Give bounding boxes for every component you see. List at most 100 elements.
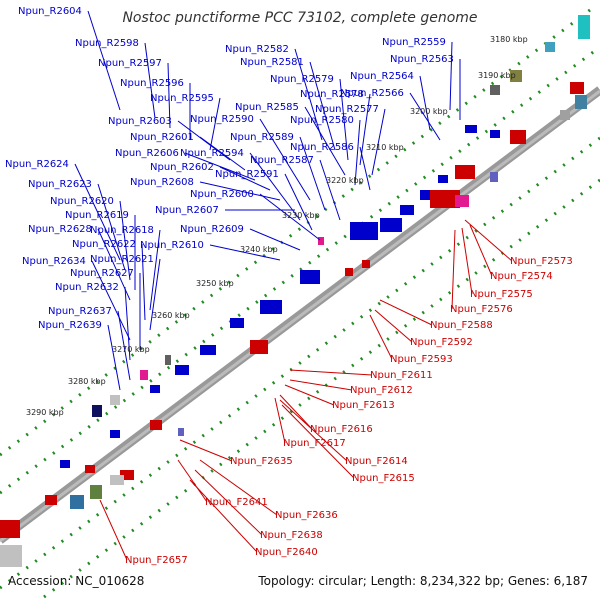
gene-label-forward: Npun_F2613 <box>332 400 395 411</box>
scale-labels: 3180 kbp 3190 kbp 3200 kbp 3210 kbp 3220 kbp… <box>26 35 528 417</box>
gene-labels: Npun_R2604 Npun_R2598 Npun_R2597 Npun_R2596… <box>5 6 573 566</box>
label-leader <box>284 384 335 406</box>
gene-feature <box>120 470 134 480</box>
gene-label-forward: Npun_F2635 <box>230 456 293 467</box>
gene-label-forward: Npun_F2593 <box>390 354 453 365</box>
gene-label-reverse: Npun_R2601 <box>130 132 194 143</box>
gene-label-reverse: Npun_R2581 <box>240 57 304 68</box>
label-leader <box>339 78 349 161</box>
gene-label-reverse: Npun_R2598 <box>75 38 139 49</box>
gene-feature <box>570 82 584 94</box>
gene-label-forward: Npun_F2640 <box>255 547 318 558</box>
label-leader <box>379 299 433 326</box>
gene-feature <box>250 340 268 354</box>
gene-feature <box>578 15 590 39</box>
gene-feature <box>92 405 102 417</box>
gene-label-reverse: Npun_R2620 <box>50 196 114 207</box>
label-leader <box>371 108 386 176</box>
gene-label-reverse: Npun_R2628 <box>28 224 92 235</box>
label-leader <box>279 394 313 430</box>
label-leader <box>209 97 221 151</box>
label-leader <box>124 286 131 361</box>
gene-label-reverse: Npun_R2624 <box>5 159 69 170</box>
tick-row <box>0 136 600 590</box>
label-leader <box>279 399 348 462</box>
label-leader <box>107 324 121 391</box>
gene-label-forward: Npun_F2641 <box>205 497 268 508</box>
label-leader <box>149 229 161 311</box>
gene-label-reverse: Npun_R2627 <box>70 268 134 279</box>
scale-label: 3270 kbp <box>112 345 150 354</box>
label-leader <box>99 499 128 561</box>
scale-label: 3240 kbp <box>240 245 278 254</box>
gene-label-reverse: Npun_R2618 <box>90 225 154 236</box>
scale-label: 3180 kbp <box>490 35 528 44</box>
gene-feature <box>45 495 57 505</box>
label-leader <box>144 42 156 119</box>
gene-label-reverse: Npun_R2566 <box>340 88 404 99</box>
scale-label: 3260 kbp <box>152 311 190 320</box>
gene-label-reverse: Npun_R2563 <box>390 54 454 65</box>
label-leader <box>449 41 453 111</box>
gene-label-reverse: Npun_R2639 <box>38 320 102 331</box>
label-leader <box>374 309 413 343</box>
gene-feature <box>165 355 171 365</box>
gene-label-reverse: Npun_R2580 <box>290 115 354 126</box>
gene-label-reverse: Npun_R2578 <box>300 89 364 100</box>
gene-label-reverse: Npun_R2582 <box>225 44 289 55</box>
gene-label-forward: Npun_F2576 <box>450 304 513 315</box>
gene-label-forward: Npun_F2638 <box>260 530 323 541</box>
scale-label: 3190 kbp <box>478 71 516 80</box>
gene-feature <box>0 545 22 567</box>
gene-feature <box>420 190 432 200</box>
gene-feature <box>510 70 522 82</box>
gene-label-reverse: Npun_R2603 <box>108 116 172 127</box>
label-leader <box>274 397 286 444</box>
gene-label-reverse: Npun_R2602 <box>150 162 214 173</box>
gene-feature <box>200 345 216 355</box>
gene-label-reverse: Npun_R2607 <box>155 205 219 216</box>
gene-feature <box>140 370 148 380</box>
gene-feature <box>178 428 184 436</box>
gene-label-forward: Npun_F2575 <box>470 289 533 300</box>
gene-label-forward: Npun_F2592 <box>410 337 473 348</box>
accession-text: Accession: NC_010628 <box>8 574 145 588</box>
gene-label-forward: Npun_F2614 <box>345 456 408 467</box>
scale-label: 3250 kbp <box>196 279 234 288</box>
gene-feature <box>110 430 120 438</box>
label-leader <box>141 243 146 321</box>
label-leader <box>194 469 263 536</box>
tick-row <box>37 178 600 600</box>
label-leader <box>354 119 361 186</box>
label-leader <box>294 48 323 141</box>
label-leader <box>149 258 161 331</box>
gene-feature <box>455 165 475 179</box>
gene-feature <box>438 175 448 183</box>
gene-feature <box>110 475 124 485</box>
gene-feature <box>560 110 570 120</box>
gene-label-reverse: Npun_R2577 <box>315 104 379 115</box>
scale-label: 3220 kbp <box>326 176 364 185</box>
gene-features <box>0 15 590 567</box>
label-leader <box>199 459 278 516</box>
gene-label-forward: Npun_F2611 <box>370 370 433 381</box>
genome-backbone <box>0 86 600 544</box>
gene-label-reverse: Npun_R2621 <box>90 254 154 265</box>
gene-label-reverse: Npun_R2606 <box>115 148 179 159</box>
scale-label: 3210 kbp <box>366 143 404 152</box>
gene-label-reverse: Npun_R2586 <box>290 142 354 153</box>
gene-feature <box>60 460 70 468</box>
label-leader <box>409 92 441 141</box>
gene-label-reverse: Npun_R2597 <box>98 58 162 69</box>
label-leader <box>299 136 326 211</box>
label-leader <box>319 159 341 221</box>
label-leader <box>167 62 171 129</box>
gene-feature <box>90 485 102 499</box>
label-leader <box>91 260 131 341</box>
label-leader <box>189 479 258 553</box>
label-leader <box>369 314 393 360</box>
gene-label-reverse: Npun_R2587 <box>250 155 314 166</box>
label-leader <box>451 229 456 310</box>
label-leader <box>289 369 373 376</box>
gene-feature <box>175 365 189 375</box>
